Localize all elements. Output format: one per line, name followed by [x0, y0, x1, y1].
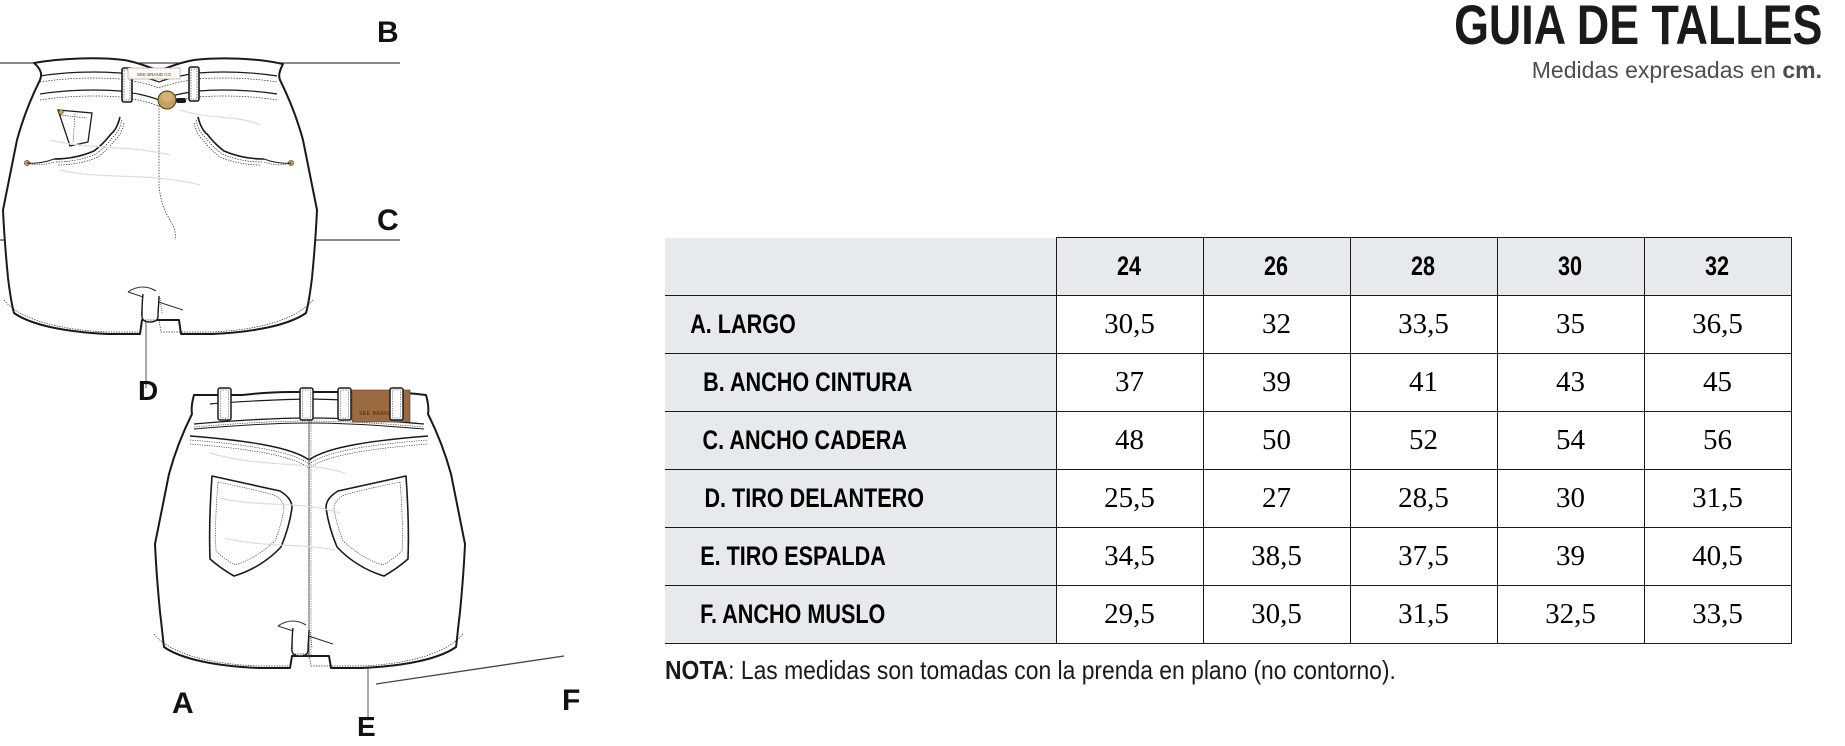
- svg-text:SEE BRAND CO: SEE BRAND CO: [137, 72, 172, 77]
- svg-text:C: C: [377, 204, 399, 237]
- svg-text:A: A: [172, 687, 194, 720]
- svg-text:B: B: [377, 16, 399, 49]
- svg-text:E: E: [357, 711, 376, 742]
- svg-text:F: F: [562, 684, 580, 717]
